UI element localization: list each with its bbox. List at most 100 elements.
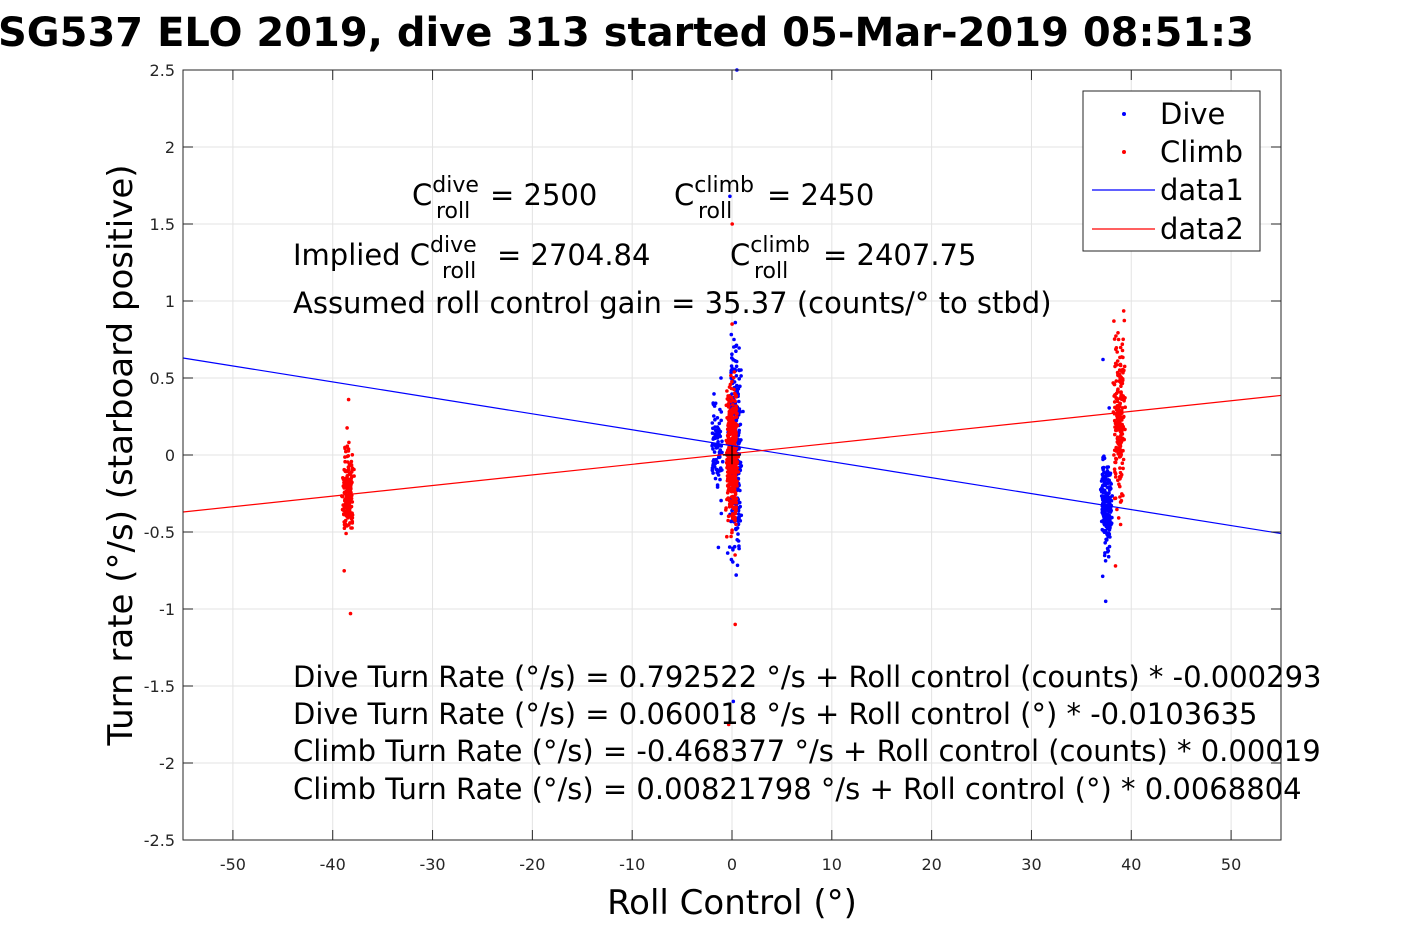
data-point-climb (1118, 495, 1122, 499)
data-point-dive (710, 468, 715, 473)
data-point-dive (737, 377, 741, 381)
data-point-dive (1100, 574, 1105, 579)
data-point-dive (725, 551, 730, 555)
data-point-dive (739, 368, 743, 372)
data-point-dive (719, 418, 723, 423)
data-point-climb (342, 512, 347, 517)
c-dive-sub: roll (436, 199, 470, 224)
data-point-dive (712, 414, 716, 418)
data-point-dive (731, 699, 736, 704)
data-point-dive (1099, 489, 1104, 494)
data-point-dive (1100, 527, 1105, 532)
x-tick-label: 0 (727, 855, 737, 874)
data-point-climb (342, 526, 347, 530)
data-point-climb (350, 526, 354, 530)
data-point-dive (1106, 531, 1111, 535)
data-point-climb (727, 472, 732, 477)
data-point-climb (726, 434, 730, 439)
data-point-dive (1107, 406, 1111, 410)
data-point-climb (1118, 396, 1122, 401)
data-point-climb (1122, 437, 1126, 442)
data-point-dive (1103, 483, 1108, 488)
data-point-climb (1119, 498, 1124, 503)
coefficient-annotations: Cdive roll = 2500 Cclimb roll = 2450 Imp… (293, 173, 1052, 320)
data-point-climb (1116, 441, 1121, 446)
data-point-climb (727, 424, 732, 429)
data-point-dive (737, 399, 741, 404)
data-point-climb (1122, 364, 1127, 369)
data-point-climb (349, 459, 354, 464)
data-point-climb (1116, 419, 1120, 424)
data-point-dive (710, 421, 715, 425)
data-point-climb (1120, 348, 1125, 353)
data-point-climb (1119, 416, 1124, 421)
x-tick-label: -40 (320, 855, 346, 874)
data-point-dive (1105, 526, 1110, 531)
data-point-climb (1118, 422, 1123, 427)
data-point-climb (1116, 452, 1120, 456)
data-point-climb (727, 409, 732, 414)
data-point-climb (1115, 416, 1120, 421)
data-point-climb (727, 486, 731, 491)
data-point-dive (737, 346, 741, 350)
y-tick-label: -2 (159, 754, 175, 773)
data-point-dive (732, 380, 737, 384)
data-point-climb (348, 506, 352, 510)
data-point-dive (1101, 501, 1105, 506)
data-point-dive (714, 446, 719, 450)
fit-equation-4: Climb Turn Rate (°/s) = 0.00821798 °/s +… (293, 772, 1302, 806)
data-point-climb (1113, 425, 1117, 429)
data-point-climb (1120, 367, 1125, 372)
data-point-climb (1121, 378, 1125, 383)
data-point-dive (1102, 530, 1107, 534)
x-tick-label: 50 (1221, 855, 1241, 874)
data-point-dive (711, 447, 715, 451)
data-point-climb (1116, 437, 1120, 442)
data-point-climb (343, 445, 347, 450)
data-point-climb (735, 460, 740, 464)
data-point-climb (1120, 461, 1125, 466)
data-point-climb (733, 492, 738, 497)
data-point-climb (731, 410, 735, 415)
data-point-dive (713, 436, 717, 441)
c-climb-annotation: Cclimb (674, 173, 754, 212)
data-point-dive (720, 439, 724, 444)
data-point-climb (725, 497, 729, 502)
x-axis-label: Roll Control (°) (607, 883, 857, 923)
data-point-dive (737, 544, 741, 548)
data-point-climb (1113, 564, 1118, 568)
data-point-dive (1105, 481, 1110, 486)
data-point-dive (737, 430, 741, 435)
data-point-climb (1118, 377, 1122, 382)
y-tick-label: 0.5 (150, 369, 175, 388)
data-point-dive (1106, 549, 1111, 553)
data-point-climb (1115, 363, 1119, 367)
data-point-climb (1115, 359, 1120, 363)
data-point-dive (731, 560, 735, 564)
data-point-dive (735, 563, 740, 568)
data-point-climb (343, 455, 347, 459)
data-point-climb (347, 488, 352, 493)
data-point-climb (1114, 448, 1118, 453)
data-point-dive (1103, 499, 1108, 503)
data-point-climb (1119, 380, 1123, 385)
data-point-dive (736, 532, 740, 536)
y-axis-label: Turn rate (°/s) (starboard positive) (101, 164, 141, 746)
data-point-climb (1123, 405, 1127, 410)
data-point-climb (725, 470, 730, 474)
data-point-dive (718, 477, 722, 482)
data-point-climb (729, 534, 733, 539)
data-point-dive (710, 431, 715, 436)
data-point-climb (1119, 474, 1123, 479)
data-point-dive (736, 512, 741, 516)
data-point-climb (730, 489, 735, 494)
data-point-climb (1116, 373, 1120, 378)
implied-dive-value: = 2704.84 (497, 238, 650, 272)
data-point-climb (1116, 331, 1120, 335)
data-point-climb (346, 514, 350, 519)
data-point-dive (735, 526, 740, 530)
data-point-climb (727, 460, 732, 465)
data-point-climb (733, 500, 737, 505)
data-point-climb (734, 409, 738, 414)
data-point-climb (1116, 407, 1121, 412)
